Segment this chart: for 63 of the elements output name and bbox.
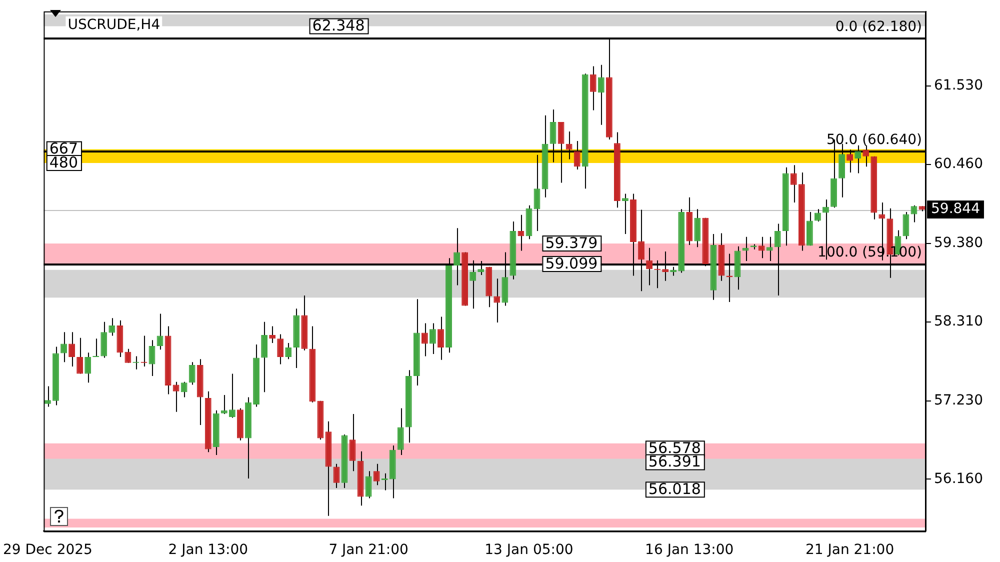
candlestick xyxy=(84,352,92,384)
candlestick xyxy=(622,193,628,234)
candlestick xyxy=(790,164,797,203)
candlestick xyxy=(438,316,444,360)
candlestick xyxy=(494,278,500,324)
candlestick xyxy=(806,212,813,246)
candlestick xyxy=(156,313,164,350)
annotation: 56.018 xyxy=(648,480,701,498)
candlestick xyxy=(598,64,604,126)
candlestick xyxy=(397,408,404,456)
candlestick xyxy=(902,212,910,240)
candlestick xyxy=(269,326,276,344)
y-tick-label: 60.460 xyxy=(934,156,983,172)
candlestick xyxy=(261,321,268,393)
ref-line-label: 59.844 xyxy=(931,201,980,218)
annotation: 62.348 xyxy=(312,16,365,35)
x-tick-label: 29 Dec 2025 xyxy=(3,542,92,558)
annotation: 59.099 xyxy=(545,254,598,272)
candlestick xyxy=(349,414,356,472)
y-tick-label: 57.230 xyxy=(934,392,983,409)
y-tick-label: 61.530 xyxy=(934,78,983,94)
candlestick xyxy=(172,381,180,412)
candlestick xyxy=(228,373,236,418)
annotation: 480 xyxy=(49,153,78,172)
candlestick xyxy=(742,236,749,262)
x-tick-label: 21 Jan 21:00 xyxy=(805,542,894,558)
candlestick xyxy=(758,236,765,259)
candlestick xyxy=(148,340,156,376)
candlestick xyxy=(518,214,524,252)
candlestick xyxy=(766,236,773,262)
candlestick xyxy=(534,154,540,232)
candlestick xyxy=(277,334,284,365)
ref-line-label: 0.0 (62.180) xyxy=(835,19,922,36)
x-tick-label: 13 Jan 05:00 xyxy=(484,542,574,558)
candlestick xyxy=(430,322,436,355)
candlestick xyxy=(590,66,596,111)
candlestick xyxy=(365,470,372,499)
candlestick xyxy=(60,332,67,363)
x-tick-label: 7 Jan 21:00 xyxy=(328,542,408,558)
candlestick xyxy=(180,381,188,398)
candlestick xyxy=(373,463,380,486)
candlestick xyxy=(694,208,701,248)
y-tick-label: 59.380 xyxy=(934,235,983,252)
candlestick xyxy=(381,472,388,491)
candlestick xyxy=(333,463,340,489)
x-tick-label: 16 Jan 13:00 xyxy=(645,542,734,558)
candlestick xyxy=(68,332,75,367)
y-tick-label: 56.160 xyxy=(934,470,983,487)
candlestick xyxy=(421,322,428,357)
candlestick xyxy=(124,348,132,364)
y-tick-label: 58.310 xyxy=(934,313,983,330)
ref-line-label: 50.0 (60.640) xyxy=(826,132,922,148)
annotation: 59.379 xyxy=(545,234,598,252)
candlestick xyxy=(76,337,84,374)
candlestick xyxy=(910,204,918,223)
candlestick xyxy=(220,394,228,415)
annotation: 56.391 xyxy=(648,452,701,471)
chart-title: USCRUDE,H4 xyxy=(68,17,160,34)
candlestick xyxy=(188,362,196,386)
candlestick xyxy=(92,338,100,358)
candlestick xyxy=(108,318,116,336)
x-tick-label: 2 Jan 13:00 xyxy=(168,542,248,558)
candlestick xyxy=(100,321,108,358)
